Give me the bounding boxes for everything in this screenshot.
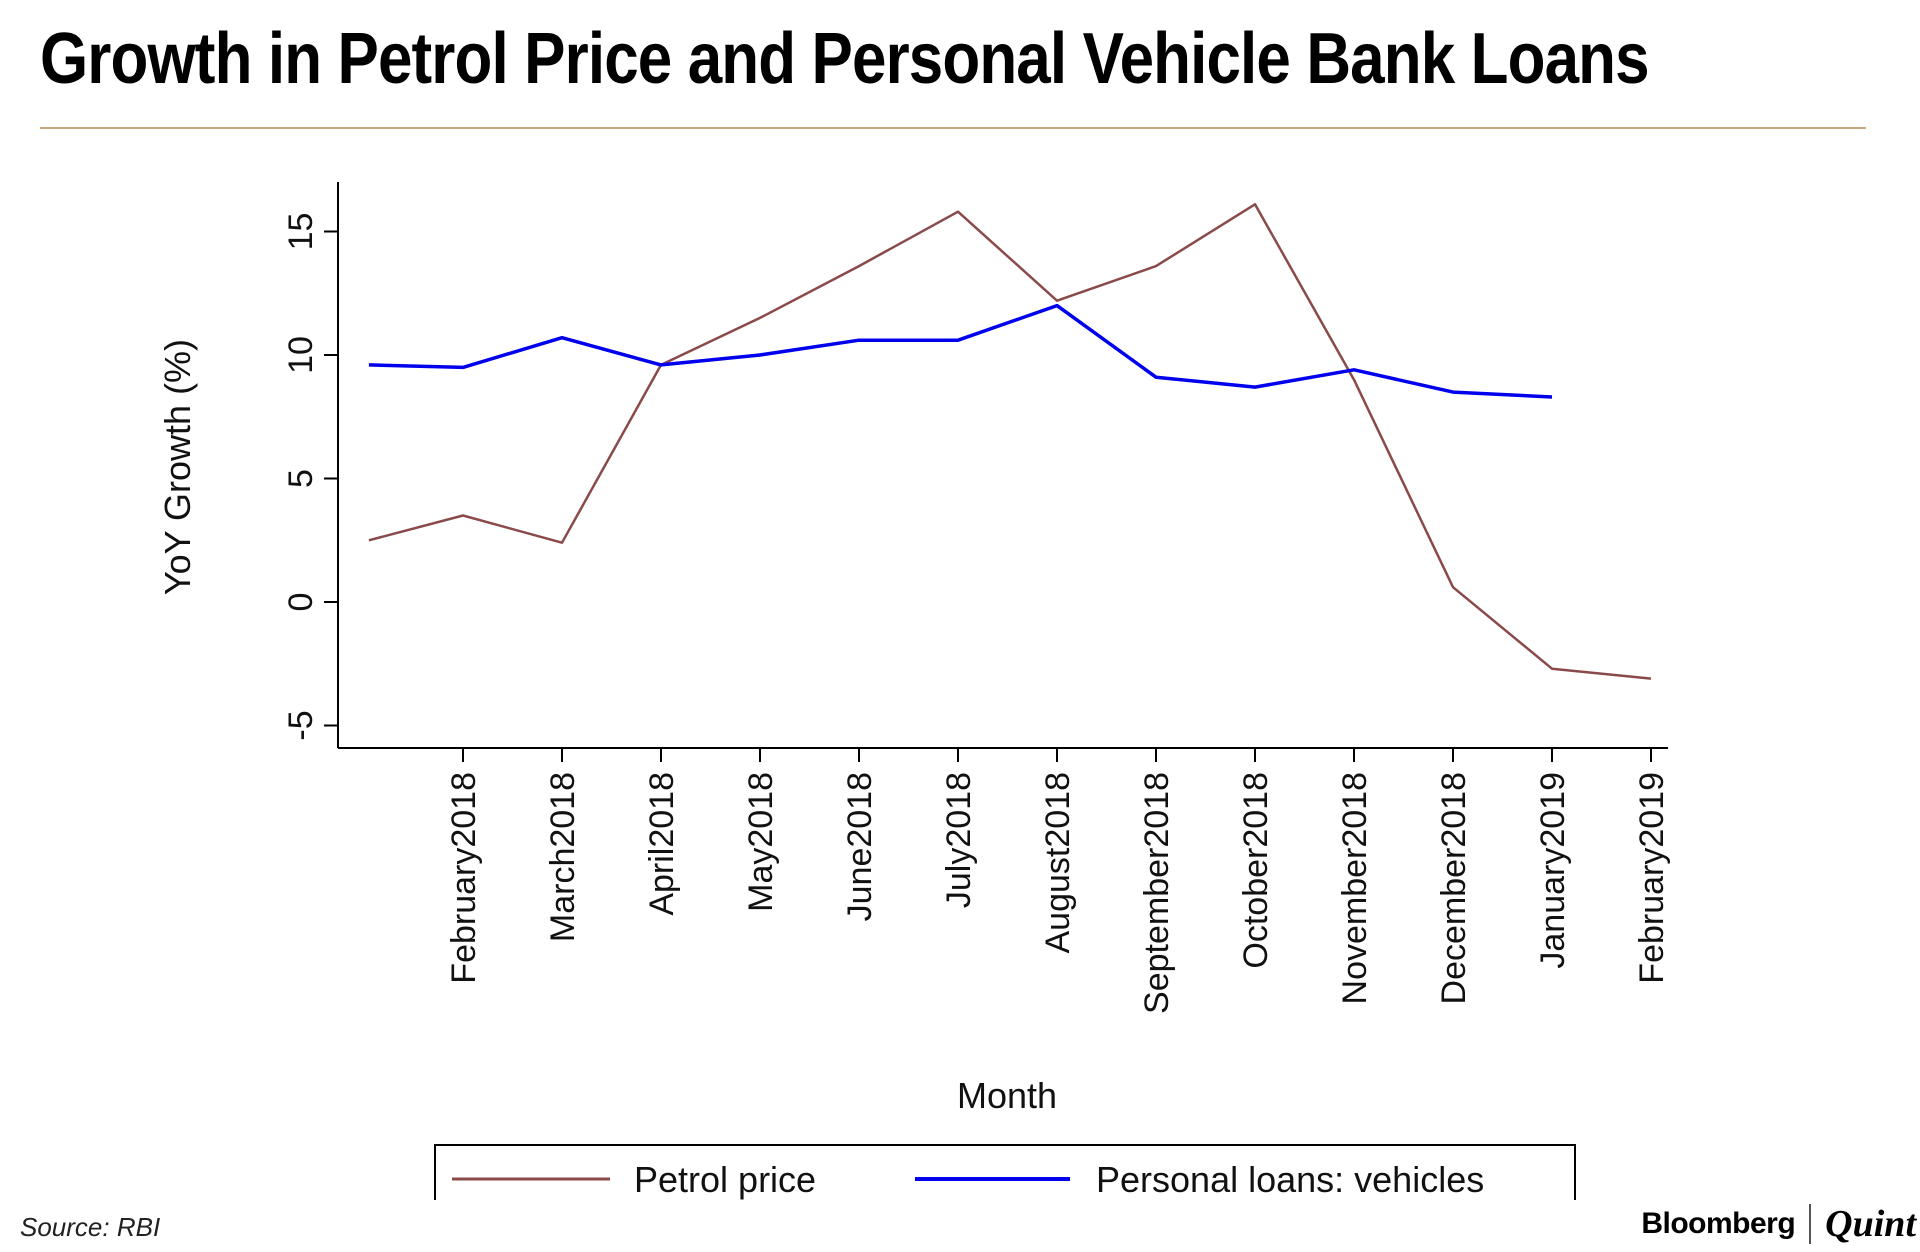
chart-axes [337,182,1668,749]
x-tick-label: March2018 [544,772,582,942]
y-axis-label: YoY Growth (%) [157,339,198,595]
chart-legend: Petrol price Personal loans: vehicles [434,1144,1576,1200]
brand-separator [1809,1204,1812,1244]
title-divider [40,127,1866,129]
x-tick-label: August2018 [1039,772,1077,954]
x-tick-label: December2018 [1435,772,1473,1004]
brand-logo: Bloomberg Quint [1641,1202,1916,1246]
line-chart: -5 0 5 10 15 February2018 March2018 April2018 M… [157,182,1671,1200]
x-axis-label: Month [957,1075,1057,1116]
x-tick-label: November2018 [1336,772,1374,1004]
brand-quint: Quint [1825,1203,1916,1245]
y-tick-label: 15 [282,213,320,251]
legend-label-petrol: Petrol price [634,1159,816,1200]
x-tick-label: September2018 [1138,772,1176,1014]
series-line-petrol [368,203,1652,680]
legend-label-loans: Personal loans: vehicles [1096,1159,1484,1200]
y-tick-label: 0 [282,593,320,612]
series-line-loans [368,303,1553,399]
chart-title: Growth in Petrol Price and Personal Vehi… [40,19,1650,99]
brand-bloomberg: Bloomberg [1641,1207,1796,1240]
x-tick-label: January2019 [1534,772,1572,969]
y-tick-label: -5 [282,710,320,740]
y-tick-label: 5 [282,469,320,488]
x-tick-label: May2018 [742,772,780,912]
x-axis-ticks: February2018 March2018 April2018 May2018 Jun… [445,748,1671,1014]
x-tick-label: February2019 [1633,772,1671,984]
y-tick-label: 10 [282,336,320,374]
x-tick-label: October2018 [1237,772,1275,969]
x-tick-label: June2018 [841,772,879,921]
source-note: Source: RBI [20,1212,161,1242]
y-axis-ticks: -5 0 5 10 15 [282,213,338,741]
legend-box [434,1144,1576,1200]
x-tick-label: July2018 [940,772,978,908]
x-tick-label: February2018 [445,772,483,984]
x-tick-label: April2018 [643,772,681,916]
chart-series [368,203,1652,680]
